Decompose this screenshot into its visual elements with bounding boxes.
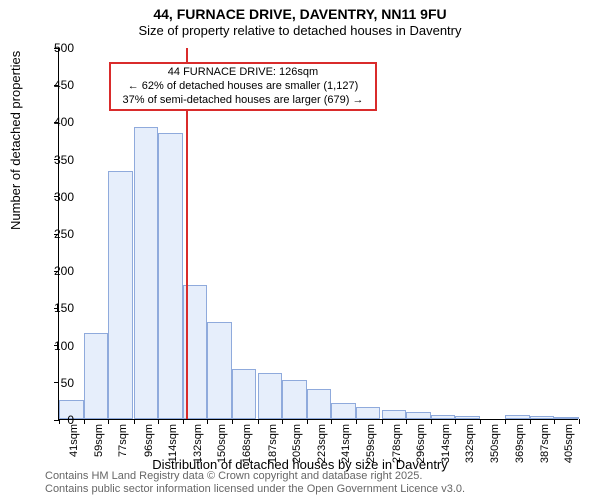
histogram-bar	[382, 410, 407, 419]
x-tick-label: 114sqm	[167, 424, 179, 464]
x-tick	[158, 419, 159, 424]
y-axis-label: Number of detached properties	[8, 51, 23, 230]
histogram-bar	[406, 412, 431, 419]
x-tick	[455, 419, 456, 424]
x-tick	[331, 419, 332, 424]
annotation-line: 37% of semi-detached houses are larger (…	[116, 94, 370, 108]
annotation-line: ← 62% of detached houses are smaller (1,…	[116, 80, 370, 94]
histogram-bar	[282, 380, 307, 419]
annotation-box: 44 FURNACE DRIVE: 126sqm← 62% of detache…	[109, 62, 377, 111]
x-tick	[554, 419, 555, 424]
histogram-bar	[258, 373, 283, 419]
x-tick	[134, 419, 135, 424]
histogram-bar	[554, 417, 579, 419]
x-tick-label: 41sqm	[68, 424, 80, 464]
y-tick-label: 50	[34, 376, 74, 390]
x-tick	[183, 419, 184, 424]
x-tick	[530, 419, 531, 424]
x-tick-label: 59sqm	[93, 424, 105, 464]
x-tick	[282, 419, 283, 424]
histogram-bar	[331, 403, 356, 419]
y-tick-label: 150	[34, 301, 74, 315]
x-tick-label: 350sqm	[489, 424, 501, 464]
x-tick	[258, 419, 259, 424]
x-tick-label: 314sqm	[440, 424, 452, 464]
x-tick-label: 296sqm	[415, 424, 427, 464]
x-tick	[382, 419, 383, 424]
histogram-bar	[108, 171, 133, 419]
x-tick-label: 259sqm	[365, 424, 377, 464]
histogram-bar	[505, 415, 530, 419]
y-tick-label: 400	[34, 115, 74, 129]
x-tick-label: 187sqm	[267, 424, 279, 464]
page-subtitle: Size of property relative to detached ho…	[0, 23, 600, 38]
x-tick	[108, 419, 109, 424]
x-tick-label: 205sqm	[291, 424, 303, 464]
y-tick-label: 500	[34, 41, 74, 55]
x-tick-label: 278sqm	[391, 424, 403, 464]
page-title: 44, FURNACE DRIVE, DAVENTRY, NN11 9FU	[0, 6, 600, 22]
x-tick	[431, 419, 432, 424]
histogram-bar	[84, 333, 109, 419]
footnote-line1: Contains HM Land Registry data © Crown c…	[45, 470, 465, 484]
x-tick	[307, 419, 308, 424]
histogram-bar	[307, 389, 332, 419]
histogram-bar	[232, 369, 257, 419]
y-tick-label: 350	[34, 153, 74, 167]
plot-area: 44 FURNACE DRIVE: 126sqm← 62% of detache…	[58, 48, 578, 420]
histogram-bar	[356, 407, 381, 419]
x-tick-label: 241sqm	[340, 424, 352, 464]
x-tick-label: 223sqm	[316, 424, 328, 464]
x-tick	[480, 419, 481, 424]
x-tick-label: 150sqm	[216, 424, 228, 464]
histogram-bar	[431, 415, 456, 419]
histogram-bar	[134, 127, 159, 419]
x-tick	[84, 419, 85, 424]
histogram-bar	[530, 416, 555, 419]
y-tick-label: 300	[34, 190, 74, 204]
x-tick	[232, 419, 233, 424]
chart-area: 44 FURNACE DRIVE: 126sqm← 62% of detache…	[58, 48, 578, 420]
x-tick-label: 77sqm	[117, 424, 129, 464]
y-tick-label: 200	[34, 264, 74, 278]
histogram-bar	[207, 322, 232, 419]
footnote-line2: Contains public sector information licen…	[45, 483, 465, 497]
x-tick-label: 387sqm	[539, 424, 551, 464]
histogram-bar	[455, 416, 480, 419]
title-block: 44, FURNACE DRIVE, DAVENTRY, NN11 9FU Si…	[0, 0, 600, 38]
histogram-bar	[158, 133, 183, 419]
x-tick-label: 132sqm	[192, 424, 204, 464]
annotation-line: 44 FURNACE DRIVE: 126sqm	[116, 66, 370, 80]
x-tick	[579, 419, 580, 424]
y-tick-label: 450	[34, 78, 74, 92]
x-tick	[505, 419, 506, 424]
x-tick-label: 332sqm	[464, 424, 476, 464]
footnote: Contains HM Land Registry data © Crown c…	[45, 470, 465, 498]
y-tick-label: 250	[34, 227, 74, 241]
x-tick-label: 96sqm	[143, 424, 155, 464]
x-tick	[356, 419, 357, 424]
x-tick-label: 405sqm	[563, 424, 575, 464]
x-tick-label: 369sqm	[514, 424, 526, 464]
x-tick	[207, 419, 208, 424]
x-tick-label: 168sqm	[241, 424, 253, 464]
x-tick	[406, 419, 407, 424]
y-tick-label: 100	[34, 339, 74, 353]
